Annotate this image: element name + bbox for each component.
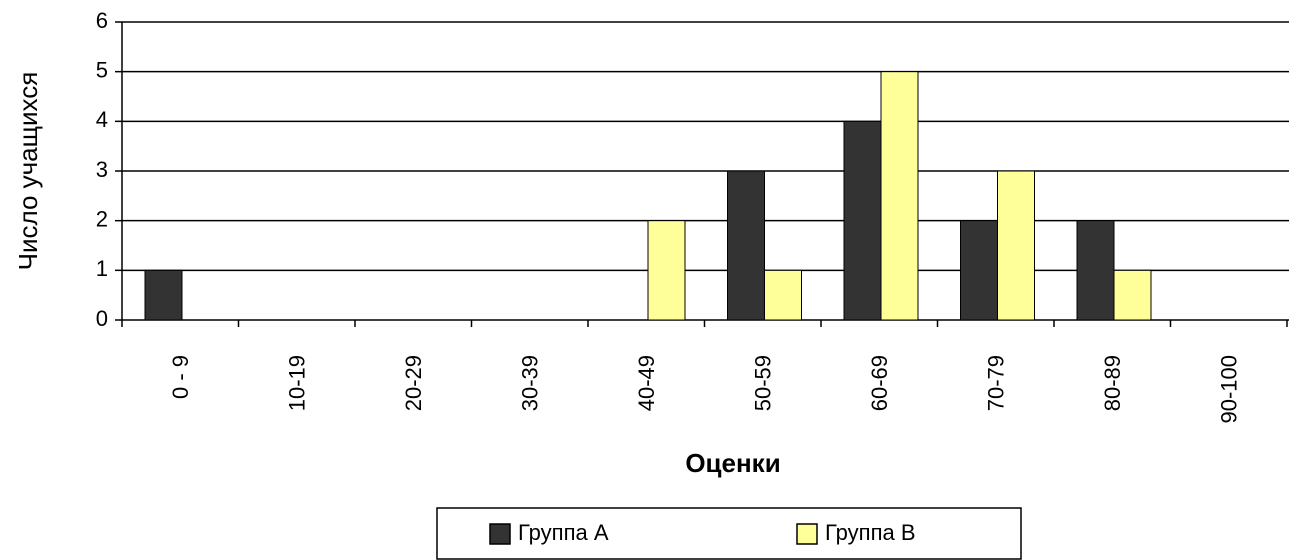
legend-label: Группа В	[825, 520, 916, 545]
bar	[1113, 269, 1152, 321]
bar	[997, 170, 1035, 321]
y-tick-label: 6	[96, 8, 108, 33]
x-tick-label: 70-79	[983, 355, 1008, 411]
x-tick-label: 90-100	[1216, 355, 1241, 424]
y-tick-label: 4	[96, 107, 108, 132]
bar	[960, 220, 998, 321]
x-tick-label: 40-49	[634, 355, 659, 411]
x-tick-label: 0 - 9	[168, 355, 193, 399]
legend-box	[436, 507, 1022, 560]
y-tick-label: 3	[96, 157, 108, 182]
bar	[843, 120, 882, 321]
y-tick-label: 2	[96, 206, 108, 231]
y-tick-label: 0	[96, 306, 108, 331]
y-tick-label: 1	[96, 256, 108, 281]
bar	[764, 269, 802, 321]
legend-label: Группа А	[518, 520, 609, 545]
x-tick-label: 50-59	[750, 355, 775, 411]
bar	[144, 269, 183, 321]
x-tick-label: 10-19	[284, 355, 309, 411]
bar	[727, 170, 765, 321]
x-axis-label: Оценки	[685, 448, 780, 478]
x-tick-label: 20-29	[401, 355, 426, 411]
bar	[1076, 220, 1115, 321]
legend-swatch	[796, 523, 818, 545]
x-tick-label: 60-69	[867, 355, 892, 411]
legend-swatch	[489, 523, 511, 545]
y-tick-label: 5	[96, 57, 108, 82]
x-tick-label: 80-89	[1100, 355, 1125, 411]
bar	[880, 71, 919, 321]
y-axis-label: Число учащихся	[13, 72, 43, 271]
x-tick-label: 30-39	[517, 355, 542, 411]
bar	[647, 220, 686, 321]
